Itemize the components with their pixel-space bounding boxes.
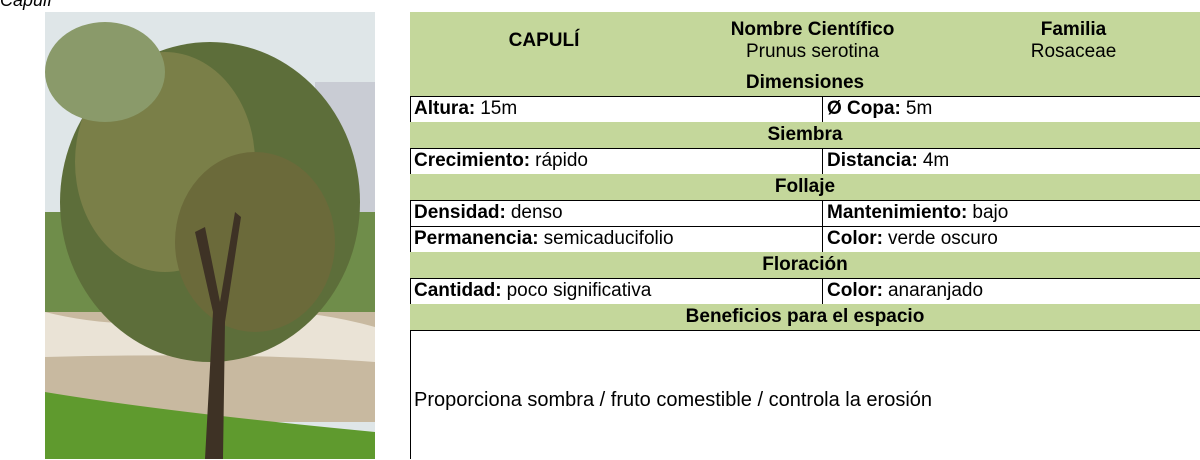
benefits-title: Beneficios para el espacio (410, 304, 1200, 331)
field-value: poco significativa (506, 280, 652, 301)
section-title-text: Floración (762, 254, 848, 275)
scientific-cell: Nombre Científico Prunus serotina (678, 12, 948, 71)
scientific-label: Nombre Científico (730, 19, 895, 40)
family-cell: Familia Rosaceae (947, 12, 1200, 71)
field-label: Permanencia: (414, 228, 539, 249)
field-value: semicaducifolio (543, 228, 674, 249)
field-cell: Color: anaranjado (823, 278, 1200, 305)
field-label: Color: (827, 228, 883, 249)
field-cell: Cantidad: poco significativa (410, 278, 823, 305)
field-cell: Permanencia: semicaducifolio (410, 226, 823, 253)
field-label: Crecimiento: (414, 150, 531, 171)
field-cell: Altura: 15m (410, 96, 823, 123)
field-label: Distancia: (827, 150, 918, 171)
field-value: 15m (480, 98, 518, 119)
benefits-text: Proporciona sombra / fruto comestible / … (414, 389, 933, 411)
section-title-text: Dimensiones (745, 72, 865, 93)
field-value: bajo (972, 202, 1009, 223)
section-title-text: Siembra (767, 124, 843, 145)
family-value: Rosaceae (1030, 41, 1117, 62)
scientific-value: Prunus serotina (745, 41, 880, 62)
field-cell: Mantenimiento: bajo (823, 200, 1200, 227)
benefits-title-text: Beneficios para el espacio (685, 306, 925, 327)
field-cell: Crecimiento: rápido (410, 148, 823, 175)
field-cell: Color: verde oscuro (823, 226, 1200, 253)
benefits-cell: Proporciona sombra / fruto comestible / … (410, 330, 1200, 460)
field-label: Cantidad: (414, 280, 502, 301)
field-value: verde oscuro (887, 228, 998, 249)
field-label: Densidad: (414, 202, 506, 223)
field-cell: Densidad: denso (410, 200, 823, 227)
field-cell: Distancia: 4m (823, 148, 1200, 175)
field-value: 5m (905, 98, 933, 119)
field-label: Altura: (414, 98, 476, 119)
field-label: Mantenimiento: (827, 202, 968, 223)
name-cell: CAPULÍ (410, 12, 679, 71)
field-value: denso (510, 202, 563, 223)
section-title: Siembra (410, 122, 1200, 149)
tree-photo (45, 12, 375, 459)
field-label: Color: (827, 280, 883, 301)
field-value: rápido (535, 150, 588, 171)
plant-name: CAPULÍ (508, 30, 580, 51)
section-title: Follaje (410, 174, 1200, 201)
section-title-text: Follaje (774, 176, 836, 197)
plant-table: CAPULÍ Nombre Científico Prunus serotina Fa… (410, 12, 1200, 459)
family-label: Familia (1040, 19, 1107, 40)
field-value: 4m (922, 150, 950, 171)
field-cell: Ø Copa: 5m (823, 96, 1200, 123)
field-value: anaranjado (887, 280, 984, 301)
caption: Capulí (0, 0, 53, 10)
field-label: Ø Copa: (827, 98, 901, 119)
section-title: Dimensiones (410, 70, 1200, 97)
section-title: Floración (410, 252, 1200, 279)
